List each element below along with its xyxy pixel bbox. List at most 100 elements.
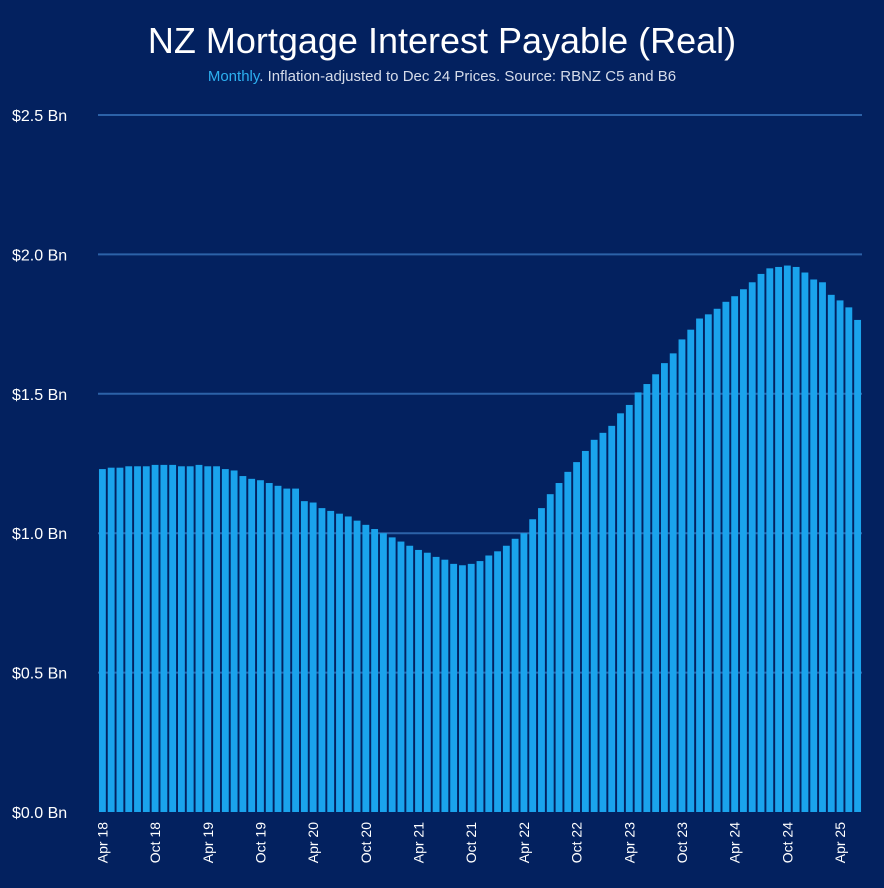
bar bbox=[230, 470, 238, 812]
bar bbox=[423, 552, 431, 812]
bar bbox=[520, 533, 528, 812]
bar bbox=[178, 466, 185, 812]
bar bbox=[643, 384, 651, 812]
x-tick-label: Apr 25 bbox=[832, 822, 848, 863]
bar bbox=[713, 308, 721, 812]
bar bbox=[687, 329, 695, 812]
bar bbox=[142, 466, 150, 812]
x-tick-label: Oct 21 bbox=[463, 822, 479, 863]
bar bbox=[221, 469, 229, 812]
x-tick-label: Oct 22 bbox=[569, 822, 585, 863]
bar bbox=[827, 294, 835, 813]
bar bbox=[801, 272, 809, 812]
y-tick-label: $0.5 Bn bbox=[12, 666, 67, 683]
bar bbox=[344, 516, 352, 812]
bar bbox=[538, 508, 545, 812]
x-tick-label: Oct 19 bbox=[252, 822, 268, 863]
bar bbox=[573, 462, 581, 812]
bar bbox=[116, 467, 124, 812]
x-tick-label: Apr 24 bbox=[727, 822, 743, 863]
bar bbox=[660, 363, 668, 812]
bar bbox=[599, 432, 607, 812]
x-tick-label: Oct 20 bbox=[358, 822, 374, 863]
bar bbox=[529, 519, 537, 812]
bar bbox=[283, 488, 291, 812]
bar bbox=[388, 537, 396, 812]
y-tick-label: $1.5 Bn bbox=[12, 387, 67, 404]
bar bbox=[459, 565, 466, 812]
x-tick-label: Oct 18 bbox=[147, 822, 163, 863]
bar bbox=[783, 265, 791, 812]
bar bbox=[669, 353, 677, 812]
y-tick-label: $2.5 Bn bbox=[12, 108, 67, 125]
bar bbox=[353, 520, 361, 812]
bar bbox=[151, 464, 159, 812]
bar bbox=[546, 494, 554, 812]
subtitle-text: . Inflation-adjusted to Dec 24 Prices. S… bbox=[259, 68, 677, 85]
bar bbox=[195, 464, 203, 812]
x-tick-label: Apr 18 bbox=[94, 822, 110, 863]
bar bbox=[555, 483, 563, 812]
bar bbox=[327, 510, 335, 812]
bar bbox=[336, 513, 343, 812]
bar bbox=[432, 556, 440, 812]
chart-title: NZ Mortgage Interest Payable (Real) bbox=[147, 20, 737, 61]
x-tick-label: Oct 24 bbox=[779, 822, 795, 863]
chart-subtitle: Monthly. Inflation-adjusted to Dec 24 Pr… bbox=[0, 68, 884, 85]
bar bbox=[511, 538, 519, 812]
bar bbox=[476, 561, 484, 812]
bar bbox=[98, 469, 106, 812]
bar bbox=[134, 466, 141, 812]
bar bbox=[248, 478, 256, 812]
bar bbox=[608, 425, 616, 812]
bar bbox=[362, 524, 370, 812]
y-tick-label: $2.0 Bn bbox=[12, 247, 67, 264]
x-tick-label: Apr 22 bbox=[516, 822, 532, 863]
bar bbox=[186, 466, 194, 812]
x-tick-label: Apr 20 bbox=[305, 822, 321, 863]
y-axis-ticks: $0.0 Bn $0.5 Bn $1.0 Bn $1.5 Bn $2.0 Bn $2.5 … bbox=[12, 108, 67, 822]
bar bbox=[590, 439, 598, 812]
bar bbox=[634, 392, 642, 812]
bar bbox=[792, 266, 800, 812]
bar bbox=[467, 563, 475, 812]
bar bbox=[494, 551, 501, 812]
bar bbox=[617, 413, 624, 812]
bar bbox=[722, 301, 730, 812]
x-tick-label: Apr 23 bbox=[621, 822, 637, 863]
bar bbox=[731, 296, 739, 813]
bar bbox=[169, 464, 177, 812]
subtitle-highlight: Monthly bbox=[207, 68, 260, 85]
bar bbox=[213, 466, 220, 812]
bar bbox=[257, 480, 264, 812]
bar bbox=[309, 502, 317, 812]
bar bbox=[406, 545, 414, 812]
bar bbox=[397, 541, 405, 812]
x-tick-label: Apr 19 bbox=[200, 822, 216, 863]
bar bbox=[441, 559, 449, 812]
y-tick-label: $0.0 Bn bbox=[12, 805, 67, 822]
bar bbox=[318, 508, 326, 812]
x-tick-label: Oct 23 bbox=[674, 822, 690, 863]
bar bbox=[107, 467, 115, 812]
bar bbox=[748, 282, 756, 812]
bar bbox=[810, 279, 818, 812]
bar bbox=[239, 476, 247, 812]
bar bbox=[740, 289, 747, 812]
bar bbox=[625, 404, 633, 812]
bar bbox=[766, 268, 774, 813]
bar bbox=[581, 450, 589, 812]
bar bbox=[775, 266, 782, 812]
bar bbox=[450, 563, 458, 812]
bar bbox=[125, 466, 133, 812]
x-axis-ticks: Apr 18 Oct 18 Apr 19 Oct 19 Apr 20 Oct 20 Apr … bbox=[94, 822, 848, 863]
bar bbox=[379, 533, 387, 812]
bar bbox=[757, 273, 765, 812]
bar bbox=[274, 485, 282, 812]
bar bbox=[854, 319, 862, 812]
bar bbox=[300, 501, 308, 812]
bar bbox=[160, 464, 168, 812]
bar bbox=[292, 488, 300, 812]
bar bbox=[564, 471, 572, 812]
x-tick-label: Apr 21 bbox=[411, 822, 427, 863]
